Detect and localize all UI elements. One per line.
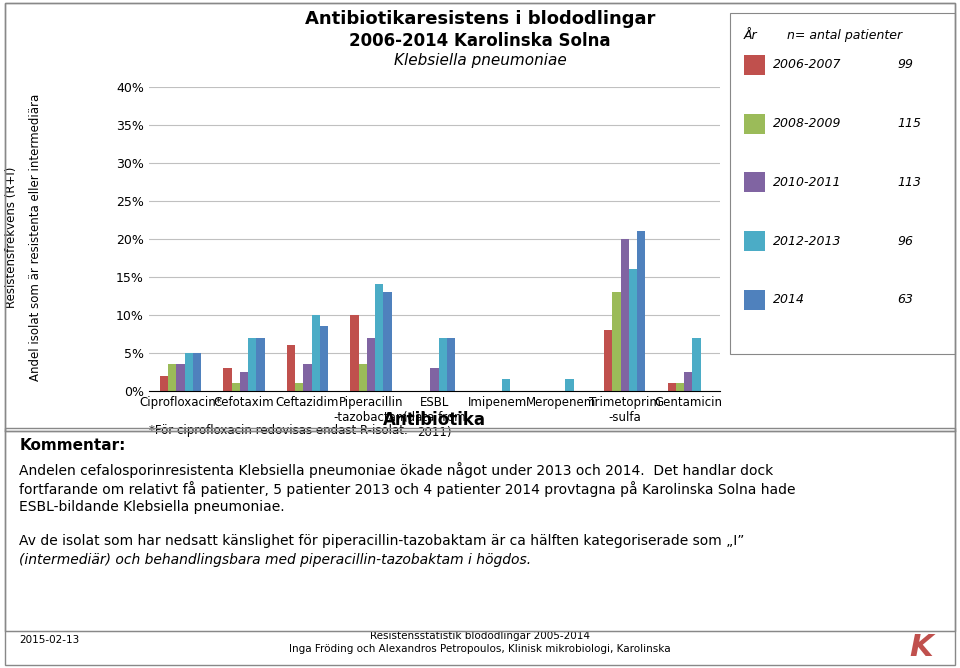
Text: 2008-2009: 2008-2009 xyxy=(773,117,841,130)
Bar xyxy=(177,364,184,391)
Bar xyxy=(637,231,645,391)
Text: 2010-2011: 2010-2011 xyxy=(773,176,841,189)
Bar xyxy=(320,326,328,391)
Text: 113: 113 xyxy=(898,176,922,189)
Bar xyxy=(604,330,612,391)
Text: Resistensfrekvens (R+I): Resistensfrekvens (R+I) xyxy=(5,166,18,308)
Text: Klebsiella pneumoniae: Klebsiella pneumoniae xyxy=(394,53,566,68)
Bar xyxy=(358,364,367,391)
Text: 96: 96 xyxy=(898,234,914,248)
Bar xyxy=(256,337,265,391)
Text: Inga Fröding och Alexandros Petropoulos, Klinisk mikrobiologi, Karolinska: Inga Fröding och Alexandros Petropoulos,… xyxy=(289,645,671,654)
Bar xyxy=(684,372,692,391)
Text: Antibiotikaresistens i blododlingar: Antibiotikaresistens i blododlingar xyxy=(305,10,655,28)
Bar xyxy=(375,285,383,391)
Bar xyxy=(160,375,168,391)
Text: 2012-2013: 2012-2013 xyxy=(773,234,841,248)
Bar xyxy=(676,383,684,391)
Text: Andelen cefalosporinresistenta Klebsiella pneumoniae ökade något under 2013 och : Andelen cefalosporinresistenta Klebsiell… xyxy=(19,462,774,478)
Text: 2015-02-13: 2015-02-13 xyxy=(19,635,80,645)
Text: *För ciprofloxacin redovisas endast R-isolat.: *För ciprofloxacin redovisas endast R-is… xyxy=(149,424,408,437)
Text: n= antal patienter: n= antal patienter xyxy=(787,29,902,41)
Text: Kommentar:: Kommentar: xyxy=(19,438,126,452)
Text: fortfarande om relativt få patienter, 5 patienter 2013 och 4 patienter 2014 prov: fortfarande om relativt få patienter, 5 … xyxy=(19,481,796,497)
Bar xyxy=(629,269,637,391)
Bar xyxy=(350,315,358,391)
Text: Resistensstatistik blododlingar 2005-2014: Resistensstatistik blododlingar 2005-201… xyxy=(370,631,590,641)
Bar xyxy=(367,337,375,391)
Bar xyxy=(231,383,240,391)
Text: 2006-2014 Karolinska Solna: 2006-2014 Karolinska Solna xyxy=(349,32,611,50)
Text: Antibiotika: Antibiotika xyxy=(383,411,486,429)
Bar xyxy=(692,337,701,391)
Text: (intermediär) och behandlingsbara med piperacillin-tazobaktam i högdos.: (intermediär) och behandlingsbara med pi… xyxy=(19,553,531,567)
Bar xyxy=(295,383,303,391)
Bar xyxy=(439,337,446,391)
Text: ESBL-bildande Klebsiella pneumoniae.: ESBL-bildande Klebsiella pneumoniae. xyxy=(19,500,285,514)
Bar xyxy=(430,368,439,391)
Text: År: År xyxy=(744,29,757,41)
Bar xyxy=(621,239,629,391)
Text: 115: 115 xyxy=(898,117,922,130)
Text: 99: 99 xyxy=(898,58,914,71)
Bar xyxy=(193,353,202,391)
Bar xyxy=(184,353,193,391)
Bar xyxy=(312,315,320,391)
Bar xyxy=(168,364,177,391)
Text: Av de isolat som har nedsatt känslighet för piperacillin-tazobaktam är ca hälfte: Av de isolat som har nedsatt känslighet … xyxy=(19,534,745,548)
Bar xyxy=(565,379,574,391)
Bar xyxy=(446,337,455,391)
Bar xyxy=(612,292,621,391)
Text: K: K xyxy=(910,633,933,663)
Bar xyxy=(240,372,248,391)
Bar xyxy=(287,345,295,391)
Text: 63: 63 xyxy=(898,293,914,307)
Text: Andel isolat som är resistenta eller intermediära: Andel isolat som är resistenta eller int… xyxy=(29,94,42,381)
Text: 2006-2007: 2006-2007 xyxy=(773,58,841,71)
Bar xyxy=(224,368,231,391)
Bar xyxy=(383,292,392,391)
Text: 2014: 2014 xyxy=(773,293,804,307)
Bar xyxy=(303,364,312,391)
Bar xyxy=(667,383,676,391)
Bar xyxy=(248,337,256,391)
Bar xyxy=(502,379,511,391)
